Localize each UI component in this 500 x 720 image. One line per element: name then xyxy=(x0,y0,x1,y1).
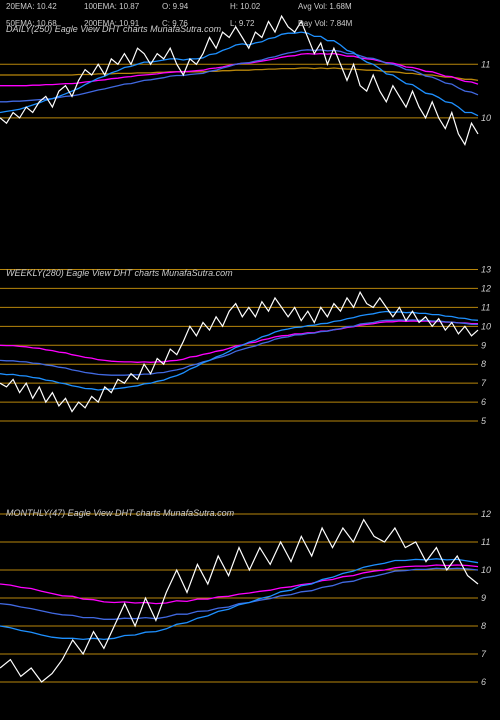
dayvol-label: Day Vol: 7.84M xyxy=(298,19,378,28)
svg-text:6: 6 xyxy=(481,677,486,687)
monthly-chart-panel[interactable]: MONTHLY(47) Eagle View DHT charts Munafa… xyxy=(0,500,500,710)
svg-text:10: 10 xyxy=(481,321,491,331)
ema100-label: 100EMA: 10.87 xyxy=(84,2,154,11)
svg-text:6: 6 xyxy=(481,397,486,407)
weekly-chart-panel[interactable]: WEEKLY(280) Eagle View DHT charts Munafa… xyxy=(0,260,500,440)
svg-text:10: 10 xyxy=(481,565,491,575)
svg-text:5: 5 xyxy=(481,416,487,426)
low-label: L: 9.72 xyxy=(230,19,290,28)
svg-text:13: 13 xyxy=(481,264,491,274)
svg-text:8: 8 xyxy=(481,621,486,631)
svg-text:11: 11 xyxy=(481,302,490,312)
weekly-title: WEEKLY(280) Eagle View DHT charts Munafa… xyxy=(6,268,233,278)
avgvol-label: Avg Vol: 1.68M xyxy=(298,2,378,11)
svg-text:7: 7 xyxy=(481,378,487,388)
svg-text:12: 12 xyxy=(481,283,491,293)
svg-text:9: 9 xyxy=(481,593,486,603)
svg-text:7: 7 xyxy=(481,649,487,659)
svg-text:11: 11 xyxy=(481,59,490,69)
monthly-chart-svg: 6 7 8 9 10 11 12 xyxy=(0,500,500,710)
svg-text:8: 8 xyxy=(481,359,486,369)
svg-text:10: 10 xyxy=(481,113,491,123)
svg-text:12: 12 xyxy=(481,509,491,519)
svg-text:9: 9 xyxy=(481,340,486,350)
weekly-chart-svg: 5 6 7 8 9 10 11 12 13 xyxy=(0,260,500,440)
svg-text:11: 11 xyxy=(481,537,490,547)
high-label: H: 10.02 xyxy=(230,2,290,11)
daily-title: DAILY(250) Eagle View DHT charts MunafaS… xyxy=(6,24,221,34)
open-label: O: 9.94 xyxy=(162,2,222,11)
monthly-title: MONTHLY(47) Eagle View DHT charts Munafa… xyxy=(6,508,234,518)
ema20-label: 20EMA: 10.42 xyxy=(6,2,76,11)
